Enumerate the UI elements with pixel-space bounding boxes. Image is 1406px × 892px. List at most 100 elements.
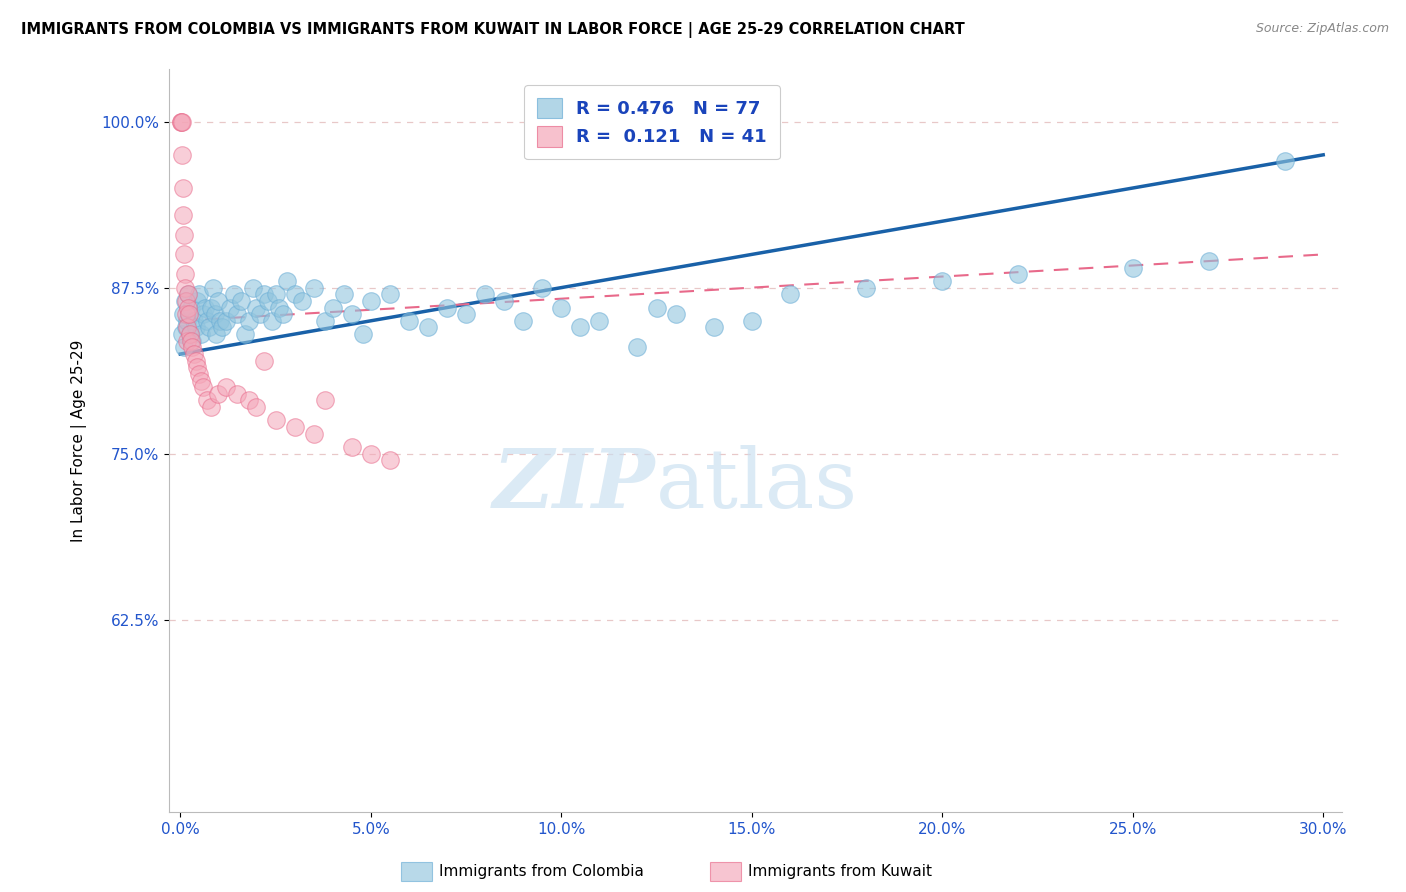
Point xyxy=(931,274,953,288)
Point xyxy=(172,327,194,342)
Point xyxy=(322,301,344,315)
Point xyxy=(271,307,294,321)
Point xyxy=(190,374,212,388)
Text: ZIP: ZIP xyxy=(494,445,655,525)
Point xyxy=(340,440,363,454)
Point xyxy=(207,387,229,401)
Point xyxy=(176,314,198,328)
Point xyxy=(226,307,249,321)
Point xyxy=(172,307,194,321)
Point xyxy=(173,247,195,261)
Point xyxy=(186,360,208,375)
Point xyxy=(588,314,610,328)
Point xyxy=(284,287,307,301)
Point xyxy=(352,327,374,342)
Point xyxy=(1122,260,1144,275)
Point xyxy=(233,327,256,342)
Point xyxy=(198,320,221,334)
Point xyxy=(531,280,554,294)
Point xyxy=(360,447,382,461)
Point xyxy=(184,353,207,368)
Point xyxy=(264,287,287,301)
Text: Source: ZipAtlas.com: Source: ZipAtlas.com xyxy=(1256,22,1389,36)
Point xyxy=(569,320,592,334)
Point xyxy=(205,327,228,342)
Point xyxy=(184,320,207,334)
Point xyxy=(218,301,240,315)
Point xyxy=(1198,254,1220,268)
Point xyxy=(291,293,314,308)
Text: Immigrants from Kuwait: Immigrants from Kuwait xyxy=(748,864,932,879)
Point xyxy=(194,301,217,315)
Point xyxy=(188,367,211,381)
Point xyxy=(190,327,212,342)
Point xyxy=(174,320,197,334)
Point xyxy=(302,426,325,441)
Point xyxy=(179,327,201,342)
Point xyxy=(398,314,420,328)
Point xyxy=(177,307,200,321)
Point xyxy=(231,293,253,308)
Point xyxy=(186,293,208,308)
Point xyxy=(183,347,205,361)
Point xyxy=(173,340,195,354)
Point xyxy=(264,413,287,427)
Point xyxy=(454,307,477,321)
Point xyxy=(245,400,267,414)
Point xyxy=(209,314,232,328)
Point xyxy=(340,307,363,321)
Point xyxy=(172,181,194,195)
Point xyxy=(174,293,197,308)
Point xyxy=(664,307,686,321)
Point xyxy=(195,314,218,328)
Point xyxy=(173,227,195,242)
Point xyxy=(176,334,198,348)
Point xyxy=(703,320,725,334)
Point xyxy=(177,307,200,321)
Point xyxy=(177,301,200,315)
Point xyxy=(173,293,195,308)
Point xyxy=(474,287,496,301)
Point xyxy=(257,293,280,308)
Point xyxy=(172,148,194,162)
Point xyxy=(170,114,193,128)
Point xyxy=(260,314,283,328)
Point xyxy=(173,280,195,294)
Point xyxy=(204,307,226,321)
Point xyxy=(1274,154,1296,169)
Point xyxy=(314,314,336,328)
Point xyxy=(191,307,214,321)
Text: Immigrants from Colombia: Immigrants from Colombia xyxy=(439,864,644,879)
Point xyxy=(222,287,245,301)
Point xyxy=(302,280,325,294)
Legend: R = 0.476   N = 77, R =  0.121   N = 41: R = 0.476 N = 77, R = 0.121 N = 41 xyxy=(524,85,780,159)
Point xyxy=(200,301,222,315)
Point xyxy=(195,393,218,408)
Point xyxy=(249,307,271,321)
Point xyxy=(172,114,194,128)
Point xyxy=(779,287,801,301)
Point xyxy=(626,340,648,354)
Point xyxy=(174,307,197,321)
Point xyxy=(215,380,238,394)
Point xyxy=(180,301,202,315)
Point xyxy=(176,320,198,334)
Point xyxy=(173,268,195,282)
Point xyxy=(179,327,201,342)
Point xyxy=(276,274,298,288)
Point xyxy=(269,301,291,315)
Point xyxy=(177,287,200,301)
Point xyxy=(238,393,260,408)
Point xyxy=(180,334,202,348)
Point xyxy=(378,453,401,467)
Point xyxy=(360,293,382,308)
Point xyxy=(512,314,534,328)
Point xyxy=(436,301,458,315)
Point xyxy=(226,387,249,401)
Point xyxy=(314,393,336,408)
Point xyxy=(188,287,211,301)
Point xyxy=(333,287,356,301)
Point xyxy=(200,400,222,414)
Point xyxy=(183,314,205,328)
Point xyxy=(177,287,200,301)
